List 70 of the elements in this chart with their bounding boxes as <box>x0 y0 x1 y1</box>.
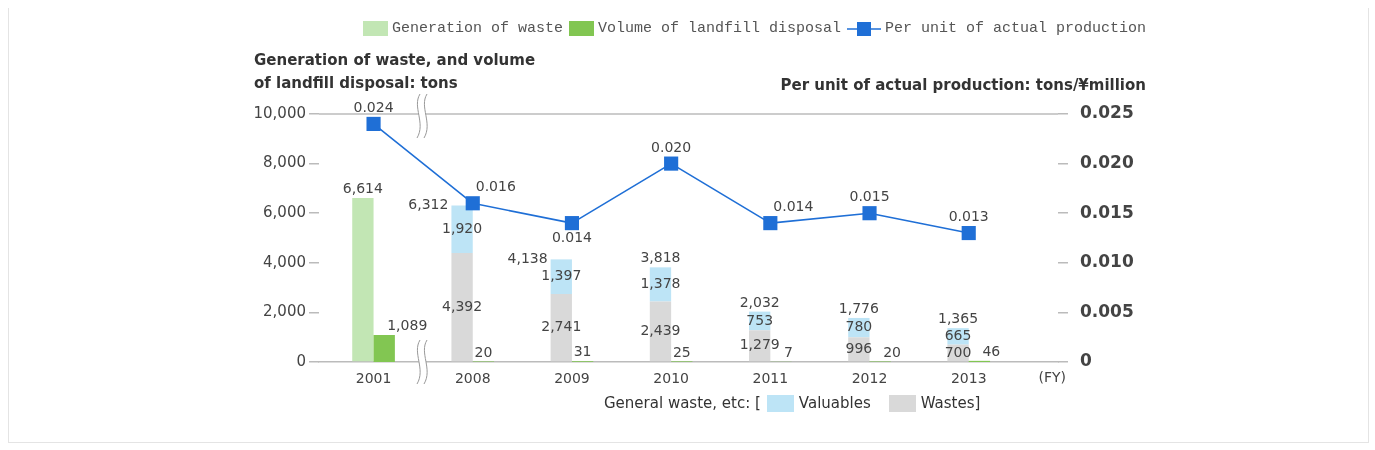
annotation: 3,818 <box>640 249 681 266</box>
data-label: 31 <box>573 343 592 360</box>
x-tick-label: 2009 <box>554 370 590 387</box>
annotation: 4,138 <box>507 250 548 267</box>
bar <box>373 334 395 362</box>
data-label: 780 <box>845 318 873 335</box>
y2-axis-title: Per unit of actual production: tons/¥million <box>780 76 1146 94</box>
data-label: 6,614 <box>342 180 384 197</box>
bar <box>352 197 374 362</box>
y-tick-label: 8,000 <box>263 153 306 172</box>
data-label: 753 <box>746 311 774 328</box>
point <box>862 206 877 221</box>
point <box>564 216 580 231</box>
point <box>664 156 679 171</box>
data-label: 46 <box>982 343 1001 359</box>
data-label: 1,378 <box>640 275 681 292</box>
x-tick-label: 2001 <box>355 370 392 387</box>
point <box>465 196 480 211</box>
x-tick-label: 2011 <box>752 370 789 387</box>
y2-tick-label: 0.025 <box>1080 102 1134 123</box>
x-axis-title: (FY) <box>1038 368 1066 385</box>
legend-label: Volume of landfill disposal <box>597 20 841 37</box>
point <box>763 216 778 231</box>
y-tick-label: 0 <box>296 351 306 370</box>
data-label: 20 <box>474 343 493 360</box>
data-label: 0.014 <box>773 198 814 215</box>
data-label: 2,741 <box>541 318 582 335</box>
data-label: 1,920 <box>442 219 483 236</box>
y-tick-label: 6,000 <box>263 203 306 222</box>
data-label: 0.020 <box>651 138 692 155</box>
annotation: 1,776 <box>838 300 879 317</box>
annotation: 6,312 <box>408 196 449 213</box>
x-tick-label: 2012 <box>851 370 888 387</box>
y2-tick-label: 0 <box>1080 350 1092 371</box>
data-label: 1,279 <box>739 336 780 353</box>
data-label: 7 <box>783 343 793 360</box>
data-label: 0.014 <box>551 229 593 246</box>
data-label: 4,392 <box>442 297 483 314</box>
data-label: 0.024 <box>353 98 394 115</box>
y2-tick-label: 0.015 <box>1080 201 1134 222</box>
data-label: 700 <box>944 343 972 360</box>
data-label: 1,089 <box>387 317 428 334</box>
legend-label: Per unit of actual production <box>884 20 1146 37</box>
x-tick-label: 2013 <box>950 370 987 387</box>
data-label: 2,439 <box>640 322 681 339</box>
data-label: 665 <box>944 327 972 344</box>
y-tick-label: 4,000 <box>263 252 306 271</box>
point <box>366 116 381 131</box>
y2-tick-label: 0.020 <box>1080 152 1134 173</box>
data-label: 996 <box>845 339 873 356</box>
annotation: 2,032 <box>739 293 780 310</box>
data-label: 0.016 <box>475 178 516 195</box>
annotation: 1,365 <box>938 310 979 327</box>
data-label: 0.013 <box>948 208 989 225</box>
x-tick-label: 2008 <box>454 370 491 387</box>
x-tick-label: 2010 <box>653 370 689 387</box>
data-label: 0.015 <box>849 188 890 205</box>
data-label: 20 <box>883 343 902 360</box>
y-tick-label: 10,000 <box>253 103 306 122</box>
y2-tick-label: 0.005 <box>1080 300 1134 321</box>
data-label: 25 <box>672 343 691 360</box>
y2-tick-label: 0.010 <box>1080 251 1134 272</box>
y-axis-title: Generation of waste, and volume of landfill disposal: tons <box>254 51 536 92</box>
y-tick-label: 2,000 <box>263 302 306 321</box>
legend-label: Wastes] <box>920 394 981 412</box>
data-label: 1,397 <box>541 267 582 284</box>
legend-title: General waste, etc: [ <box>604 394 761 412</box>
legend-label: Generation of waste <box>391 20 563 37</box>
point <box>961 225 976 241</box>
legend-label: Valuables <box>798 394 871 412</box>
